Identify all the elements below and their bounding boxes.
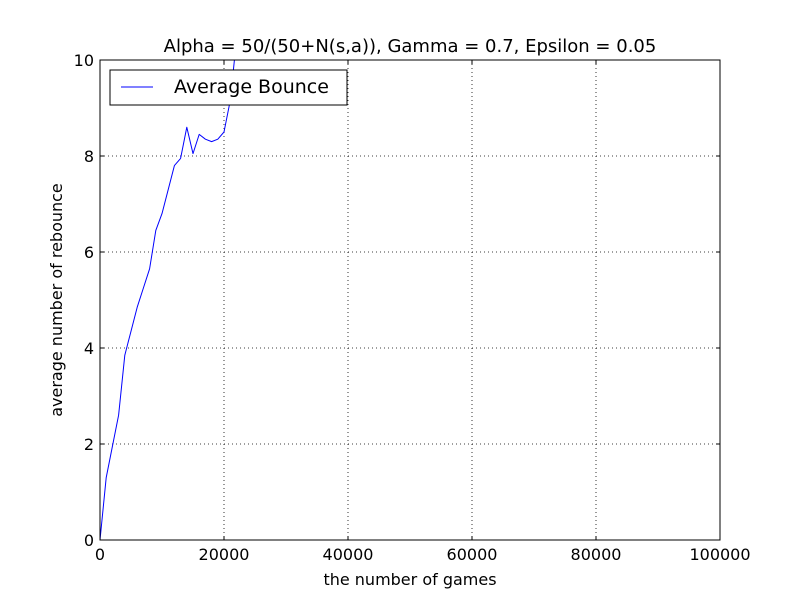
series-layer [100, 60, 235, 540]
y-tick-label: 8 [84, 147, 94, 166]
y-tick-label: 6 [84, 243, 94, 262]
x-tick-label: 20000 [199, 545, 250, 564]
legend-label-average-bounce: Average Bounce [174, 76, 329, 98]
x-tick-label: 40000 [323, 545, 374, 564]
y-tick-label: 0 [84, 531, 94, 550]
y-tick-label: 10 [74, 51, 94, 70]
x-tick-label: 100000 [689, 545, 750, 564]
plot-frame [99, 59, 721, 541]
series-line-average-bounce [100, 60, 235, 540]
x-tick-label: 0 [95, 545, 105, 564]
y-axis-label: average number of rebounce [47, 183, 66, 417]
x-tick-label: 80000 [571, 545, 622, 564]
x-tick-label: 60000 [447, 545, 498, 564]
y-tick-label: 2 [84, 435, 94, 454]
y-tick-label: 4 [84, 339, 94, 358]
x-axis-label: the number of games [323, 570, 496, 589]
legend: Average Bounce [109, 69, 348, 106]
axis-ticks: 0 20000 40000 60000 80000 100000 0 2 4 6 8 10 [74, 51, 751, 564]
chart-title: Alpha = 50/(50+N(s,a)), Gamma = 0.7, Eps… [164, 36, 657, 57]
